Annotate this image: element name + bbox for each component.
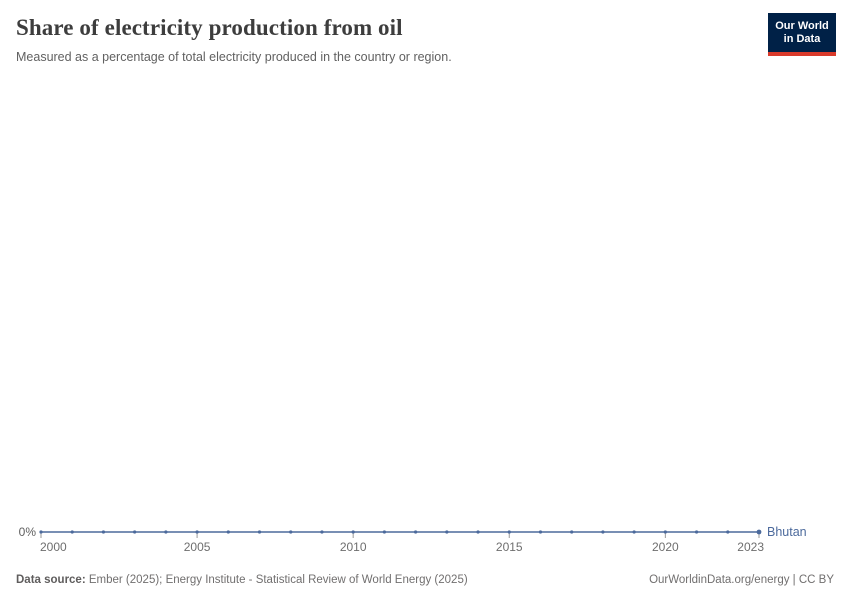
x-axis-tick-label: 2023 <box>737 540 764 554</box>
data-point[interactable] <box>101 530 106 534</box>
x-axis-tick-label: 2020 <box>652 540 679 554</box>
data-point[interactable] <box>601 530 605 534</box>
data-point[interactable] <box>226 530 230 534</box>
data-point[interactable] <box>382 530 386 534</box>
x-axis-tick-label: 2005 <box>184 540 211 554</box>
owid-url-license-link[interactable]: OurWorldinData.org/energy | CC BY <box>649 574 834 586</box>
owid-logo-text: Our World in Data <box>775 19 829 45</box>
chart-subtitle: Measured as a percentage of total electr… <box>16 49 452 64</box>
data-point[interactable] <box>726 530 730 534</box>
data-point[interactable] <box>195 530 199 534</box>
data-point[interactable] <box>756 529 762 535</box>
data-source-text: Ember (2025); Energy Institute - Statist… <box>85 574 468 586</box>
data-point[interactable] <box>476 530 480 534</box>
data-point[interactable] <box>133 530 137 534</box>
line-chart-plot: 2000 2005 2010 2015 2020 2023 0% Bhutan <box>19 525 807 554</box>
x-axis-tick-label: 2015 <box>496 540 523 554</box>
data-point[interactable] <box>538 530 543 534</box>
data-point[interactable] <box>289 530 293 534</box>
series-label-bhutan[interactable]: Bhutan <box>767 525 807 539</box>
data-point[interactable] <box>164 530 168 534</box>
data-point[interactable] <box>414 530 418 534</box>
y-axis-zero-label: 0% <box>19 525 37 539</box>
data-point[interactable] <box>632 530 636 534</box>
data-point[interactable] <box>445 530 449 534</box>
data-point[interactable] <box>663 530 667 534</box>
data-point[interactable] <box>507 530 511 534</box>
data-point[interactable] <box>694 530 699 534</box>
data-source-note: Data source: Ember (2025); Energy Instit… <box>16 574 468 586</box>
data-point[interactable] <box>257 530 262 534</box>
x-axis-tick-label: 2000 <box>40 540 67 554</box>
data-point[interactable] <box>70 530 74 534</box>
owid-logo[interactable]: Our World in Data <box>768 13 836 56</box>
data-point[interactable] <box>39 530 43 534</box>
data-point[interactable] <box>320 530 324 534</box>
chart-footer: Data source: Ember (2025); Energy Instit… <box>16 574 834 586</box>
data-source-label: Data source: <box>16 574 86 586</box>
data-point[interactable] <box>351 530 355 534</box>
chart-header: Share of electricity production from oil… <box>16 14 750 65</box>
x-axis-tick-label: 2010 <box>340 540 367 554</box>
page-title: Share of electricity production from oil <box>16 15 403 40</box>
data-point[interactable] <box>570 530 574 534</box>
